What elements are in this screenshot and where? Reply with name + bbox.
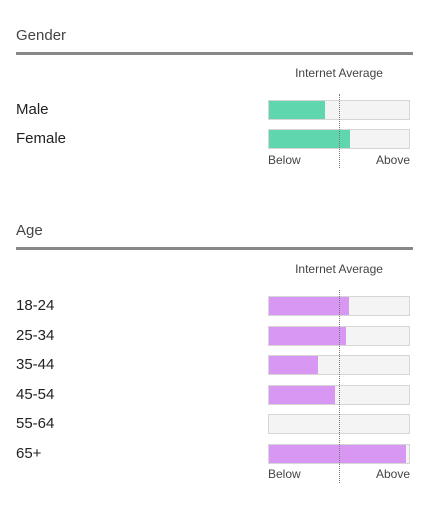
age-bar xyxy=(269,445,407,463)
age-bar xyxy=(269,356,318,375)
age-row-label: 35-44 xyxy=(16,356,55,374)
gender-bar xyxy=(269,101,325,119)
age-section-divider xyxy=(16,247,413,250)
age-row-label: 65+ xyxy=(16,445,42,462)
gender-average-line xyxy=(339,94,340,168)
age-internet-average-label: Internet Average xyxy=(295,262,383,276)
age-average-line xyxy=(339,290,340,483)
gender-below-label: Below xyxy=(268,153,301,167)
gender-internet-average-label: Internet Average xyxy=(295,66,383,80)
age-bar xyxy=(269,297,349,315)
age-below-label: Below xyxy=(268,467,301,481)
gender-bar xyxy=(269,130,351,148)
age-section-title: Age xyxy=(16,222,43,239)
gender-section-divider xyxy=(16,52,413,55)
age-bar xyxy=(269,385,335,404)
gender-section-title: Gender xyxy=(16,27,67,44)
age-bar xyxy=(269,326,346,345)
gender-above-label: Above xyxy=(375,153,410,167)
age-row-label: 45-54 xyxy=(16,385,55,403)
gender-row-label: Female xyxy=(16,130,67,147)
age-row-label: 18-24 xyxy=(16,297,55,314)
age-row-label: 25-34 xyxy=(16,326,55,344)
age-above-label: Above xyxy=(375,467,410,481)
gender-row-label: Male xyxy=(16,101,49,118)
age-row-label: 55-64 xyxy=(16,415,55,433)
